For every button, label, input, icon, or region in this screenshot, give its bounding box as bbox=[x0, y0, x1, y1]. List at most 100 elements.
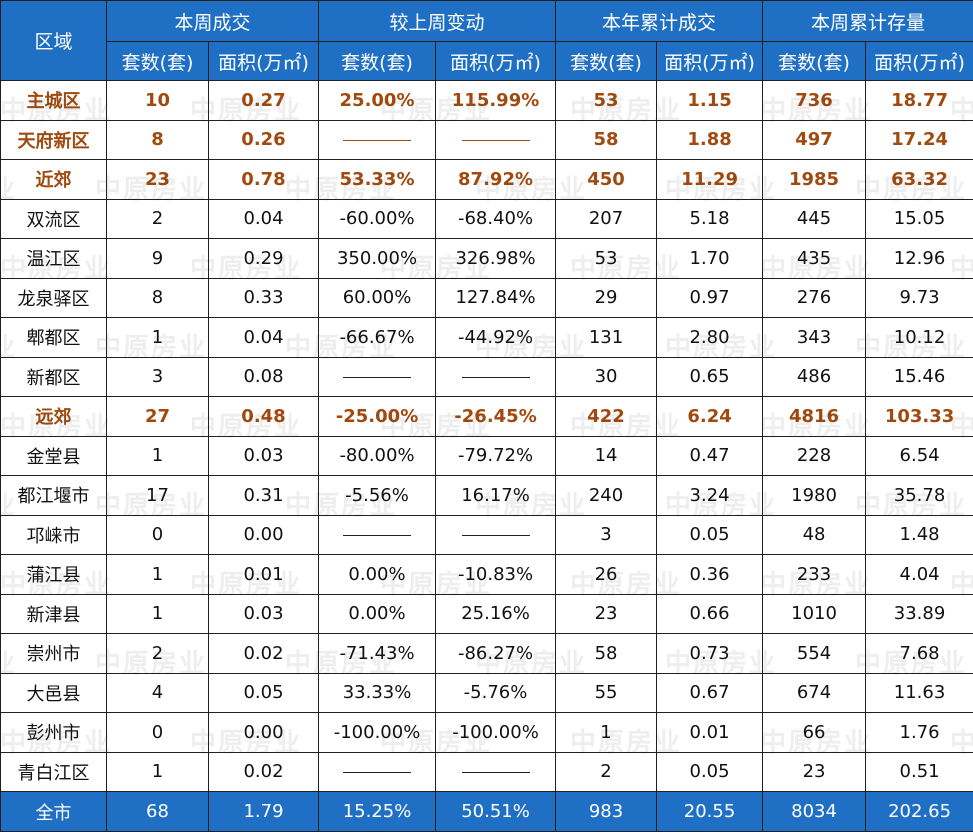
value-cell bbox=[319, 752, 436, 792]
value-cell: -60.00% bbox=[319, 199, 436, 239]
value-cell: 0.04 bbox=[209, 199, 319, 239]
value-cell: 10.12 bbox=[866, 318, 973, 358]
region-cell: 温江区 bbox=[1, 239, 107, 279]
value-cell: 0.03 bbox=[209, 436, 319, 476]
value-cell: 1 bbox=[556, 713, 657, 753]
value-cell: 0.65 bbox=[657, 357, 763, 397]
value-cell: 6.54 bbox=[866, 436, 973, 476]
value-cell: 0.05 bbox=[209, 673, 319, 713]
region-cell: 天府新区 bbox=[1, 120, 107, 160]
empty-dash bbox=[343, 377, 411, 378]
value-cell: 1 bbox=[107, 594, 209, 634]
empty-dash bbox=[343, 535, 411, 536]
value-cell: -10.83% bbox=[436, 555, 556, 595]
value-cell: 25.00% bbox=[319, 81, 436, 121]
value-cell: 0.26 bbox=[209, 120, 319, 160]
value-cell: 674 bbox=[763, 673, 866, 713]
region-cell: 双流区 bbox=[1, 199, 107, 239]
value-cell: -71.43% bbox=[319, 634, 436, 674]
value-cell: 23 bbox=[556, 594, 657, 634]
value-cell: 66 bbox=[763, 713, 866, 753]
value-cell: 1.76 bbox=[866, 713, 973, 753]
empty-dash bbox=[462, 772, 530, 773]
region-cell: 彭州市 bbox=[1, 713, 107, 753]
value-cell: 0.02 bbox=[209, 634, 319, 674]
region-cell: 全市 bbox=[1, 792, 107, 832]
value-cell: -26.45% bbox=[436, 397, 556, 437]
value-cell: -5.56% bbox=[319, 476, 436, 516]
value-cell: 0.04 bbox=[209, 318, 319, 358]
value-cell: 23 bbox=[107, 160, 209, 200]
value-cell: 0.78 bbox=[209, 160, 319, 200]
value-cell: -68.40% bbox=[436, 199, 556, 239]
value-cell: 14 bbox=[556, 436, 657, 476]
value-cell: 554 bbox=[763, 634, 866, 674]
value-cell: 3 bbox=[556, 515, 657, 555]
value-cell: 736 bbox=[763, 81, 866, 121]
value-cell: 11.63 bbox=[866, 673, 973, 713]
value-cell bbox=[319, 515, 436, 555]
region-cell: 新都区 bbox=[1, 357, 107, 397]
value-cell: 29 bbox=[556, 278, 657, 318]
value-cell: 2.80 bbox=[657, 318, 763, 358]
value-cell: 8034 bbox=[763, 792, 866, 832]
value-cell: 103.33 bbox=[866, 397, 973, 437]
header-group: 较上周变动 bbox=[319, 1, 556, 42]
header-subcolumn: 套数(套) bbox=[107, 42, 209, 81]
value-cell: 1 bbox=[107, 555, 209, 595]
value-cell: 6.24 bbox=[657, 397, 763, 437]
value-cell: 0.66 bbox=[657, 594, 763, 634]
value-cell: 1 bbox=[107, 436, 209, 476]
value-cell: 497 bbox=[763, 120, 866, 160]
value-cell: 18.77 bbox=[866, 81, 973, 121]
value-cell: 202.65 bbox=[866, 792, 973, 832]
value-cell: 445 bbox=[763, 199, 866, 239]
value-cell: 35.78 bbox=[866, 476, 973, 516]
value-cell: 4 bbox=[107, 673, 209, 713]
region-cell: 邛崃市 bbox=[1, 515, 107, 555]
value-cell: 10 bbox=[107, 81, 209, 121]
value-cell: 3 bbox=[107, 357, 209, 397]
value-cell: 0.00% bbox=[319, 555, 436, 595]
value-cell bbox=[436, 357, 556, 397]
value-cell: 4816 bbox=[763, 397, 866, 437]
value-cell: 0.31 bbox=[209, 476, 319, 516]
value-cell: 0.27 bbox=[209, 81, 319, 121]
value-cell: 63.32 bbox=[866, 160, 973, 200]
value-cell: -25.00% bbox=[319, 397, 436, 437]
header-subcolumn: 套数(套) bbox=[763, 42, 866, 81]
value-cell: 55 bbox=[556, 673, 657, 713]
value-cell: 0 bbox=[107, 713, 209, 753]
value-cell: 7.68 bbox=[866, 634, 973, 674]
value-cell: 276 bbox=[763, 278, 866, 318]
value-cell: -5.76% bbox=[436, 673, 556, 713]
header-subcolumn: 面积(万㎡) bbox=[436, 42, 556, 81]
value-cell: 53 bbox=[556, 81, 657, 121]
value-cell: 5.18 bbox=[657, 199, 763, 239]
value-cell: 0.47 bbox=[657, 436, 763, 476]
value-cell: 3.24 bbox=[657, 476, 763, 516]
value-cell bbox=[436, 120, 556, 160]
value-cell: 68 bbox=[107, 792, 209, 832]
value-cell: 0.33 bbox=[209, 278, 319, 318]
header-region: 区域 bbox=[1, 1, 107, 81]
value-cell: 0.08 bbox=[209, 357, 319, 397]
value-cell: -80.00% bbox=[319, 436, 436, 476]
value-cell: 207 bbox=[556, 199, 657, 239]
value-cell: 8 bbox=[107, 278, 209, 318]
value-cell: 15.05 bbox=[866, 199, 973, 239]
value-cell: 1.88 bbox=[657, 120, 763, 160]
value-cell: 0.00 bbox=[209, 515, 319, 555]
empty-dash bbox=[462, 377, 530, 378]
